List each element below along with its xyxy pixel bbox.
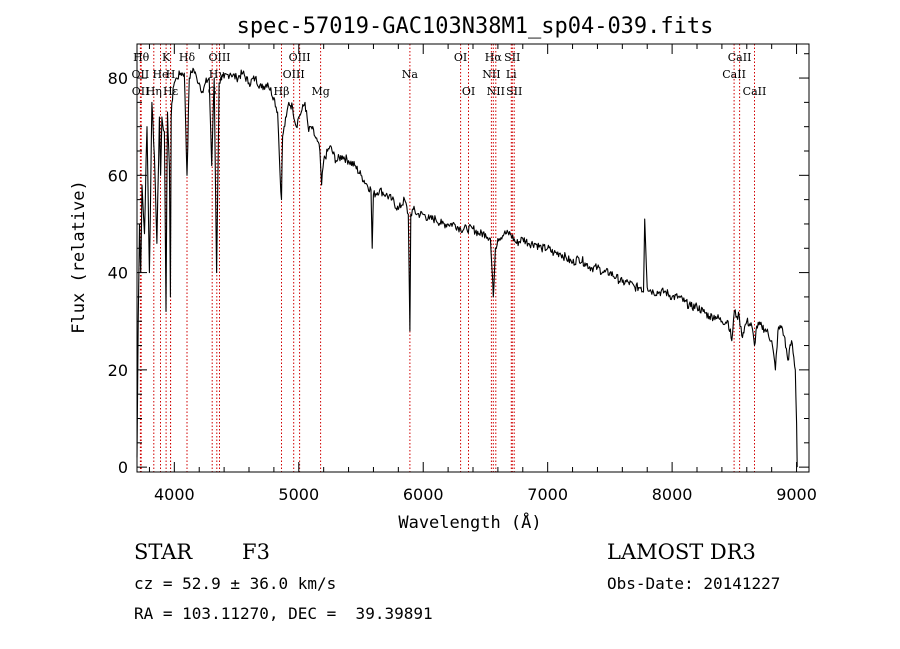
- marker-label: CaII: [722, 68, 746, 81]
- marker-label: OIII: [208, 51, 230, 64]
- redshift-value: cz = 52.9 ± 36.0 km/s: [134, 574, 337, 593]
- marker-label: K: [162, 51, 171, 64]
- marker-label: OIII: [289, 51, 311, 64]
- y-tick-label: 80: [108, 69, 128, 88]
- marker-label: Hη: [146, 85, 162, 98]
- marker-label: OII: [132, 85, 150, 98]
- marker-label: CaII: [728, 51, 752, 64]
- marker-label: SII: [504, 51, 520, 64]
- marker-label: OII: [132, 68, 150, 81]
- y-tick-label: 60: [108, 166, 128, 185]
- x-tick-label: 7000: [527, 485, 568, 504]
- marker-label: OI: [454, 51, 467, 64]
- y-tick-label: 40: [108, 264, 128, 283]
- x-axis-label: Wavelength (Å): [398, 511, 541, 533]
- x-tick-label: 8000: [652, 485, 693, 504]
- object-type: STAR: [134, 540, 193, 564]
- marker-label: NII: [482, 68, 500, 81]
- y-tick-label: 20: [108, 361, 128, 380]
- marker-label: Mg: [311, 85, 329, 98]
- marker-lines: [139, 44, 755, 472]
- marker-label: NII: [487, 85, 505, 98]
- marker-label: He: [152, 68, 168, 81]
- marker-label: Li: [506, 68, 517, 81]
- x-tick-label: 9000: [776, 485, 817, 504]
- survey-name: LAMOST DR3: [607, 540, 756, 564]
- chart-title: spec-57019-GAC103N38M1_sp04-039.fits: [237, 14, 714, 39]
- spectrum-line: [136, 67, 798, 468]
- marker-label: G: [208, 85, 217, 98]
- marker-label: Na: [402, 68, 419, 81]
- marker-label: CaII: [743, 85, 767, 98]
- marker-label: Hα: [485, 51, 503, 64]
- marker-label: OIII: [283, 68, 305, 81]
- y-axis-label: Flux (relative): [69, 180, 89, 334]
- axis-ticks: 4000 5000 6000 7000 8000 9000 0 20 40 60 80: [108, 44, 817, 504]
- y-tick-label: 0: [118, 458, 128, 477]
- marker-label: Hγ: [209, 68, 226, 81]
- object-subclass: F3: [242, 540, 270, 564]
- x-tick-label: 6000: [403, 485, 444, 504]
- marker-label: SII: [506, 85, 522, 98]
- plot-frame: [136, 43, 810, 473]
- marker-label: H: [166, 68, 176, 81]
- marker-label: OI: [462, 85, 475, 98]
- marker-label: Hβ: [274, 85, 290, 98]
- coordinates: RA = 103.11270, DEC = 39.39891: [134, 604, 433, 623]
- marker-label: Hε: [163, 85, 179, 98]
- marker-label: Hδ: [179, 51, 196, 64]
- obs-date: Obs-Date: 20141227: [607, 574, 781, 593]
- x-tick-label: 4000: [154, 485, 195, 504]
- marker-label: Hθ: [133, 51, 150, 64]
- x-tick-label: 5000: [278, 485, 319, 504]
